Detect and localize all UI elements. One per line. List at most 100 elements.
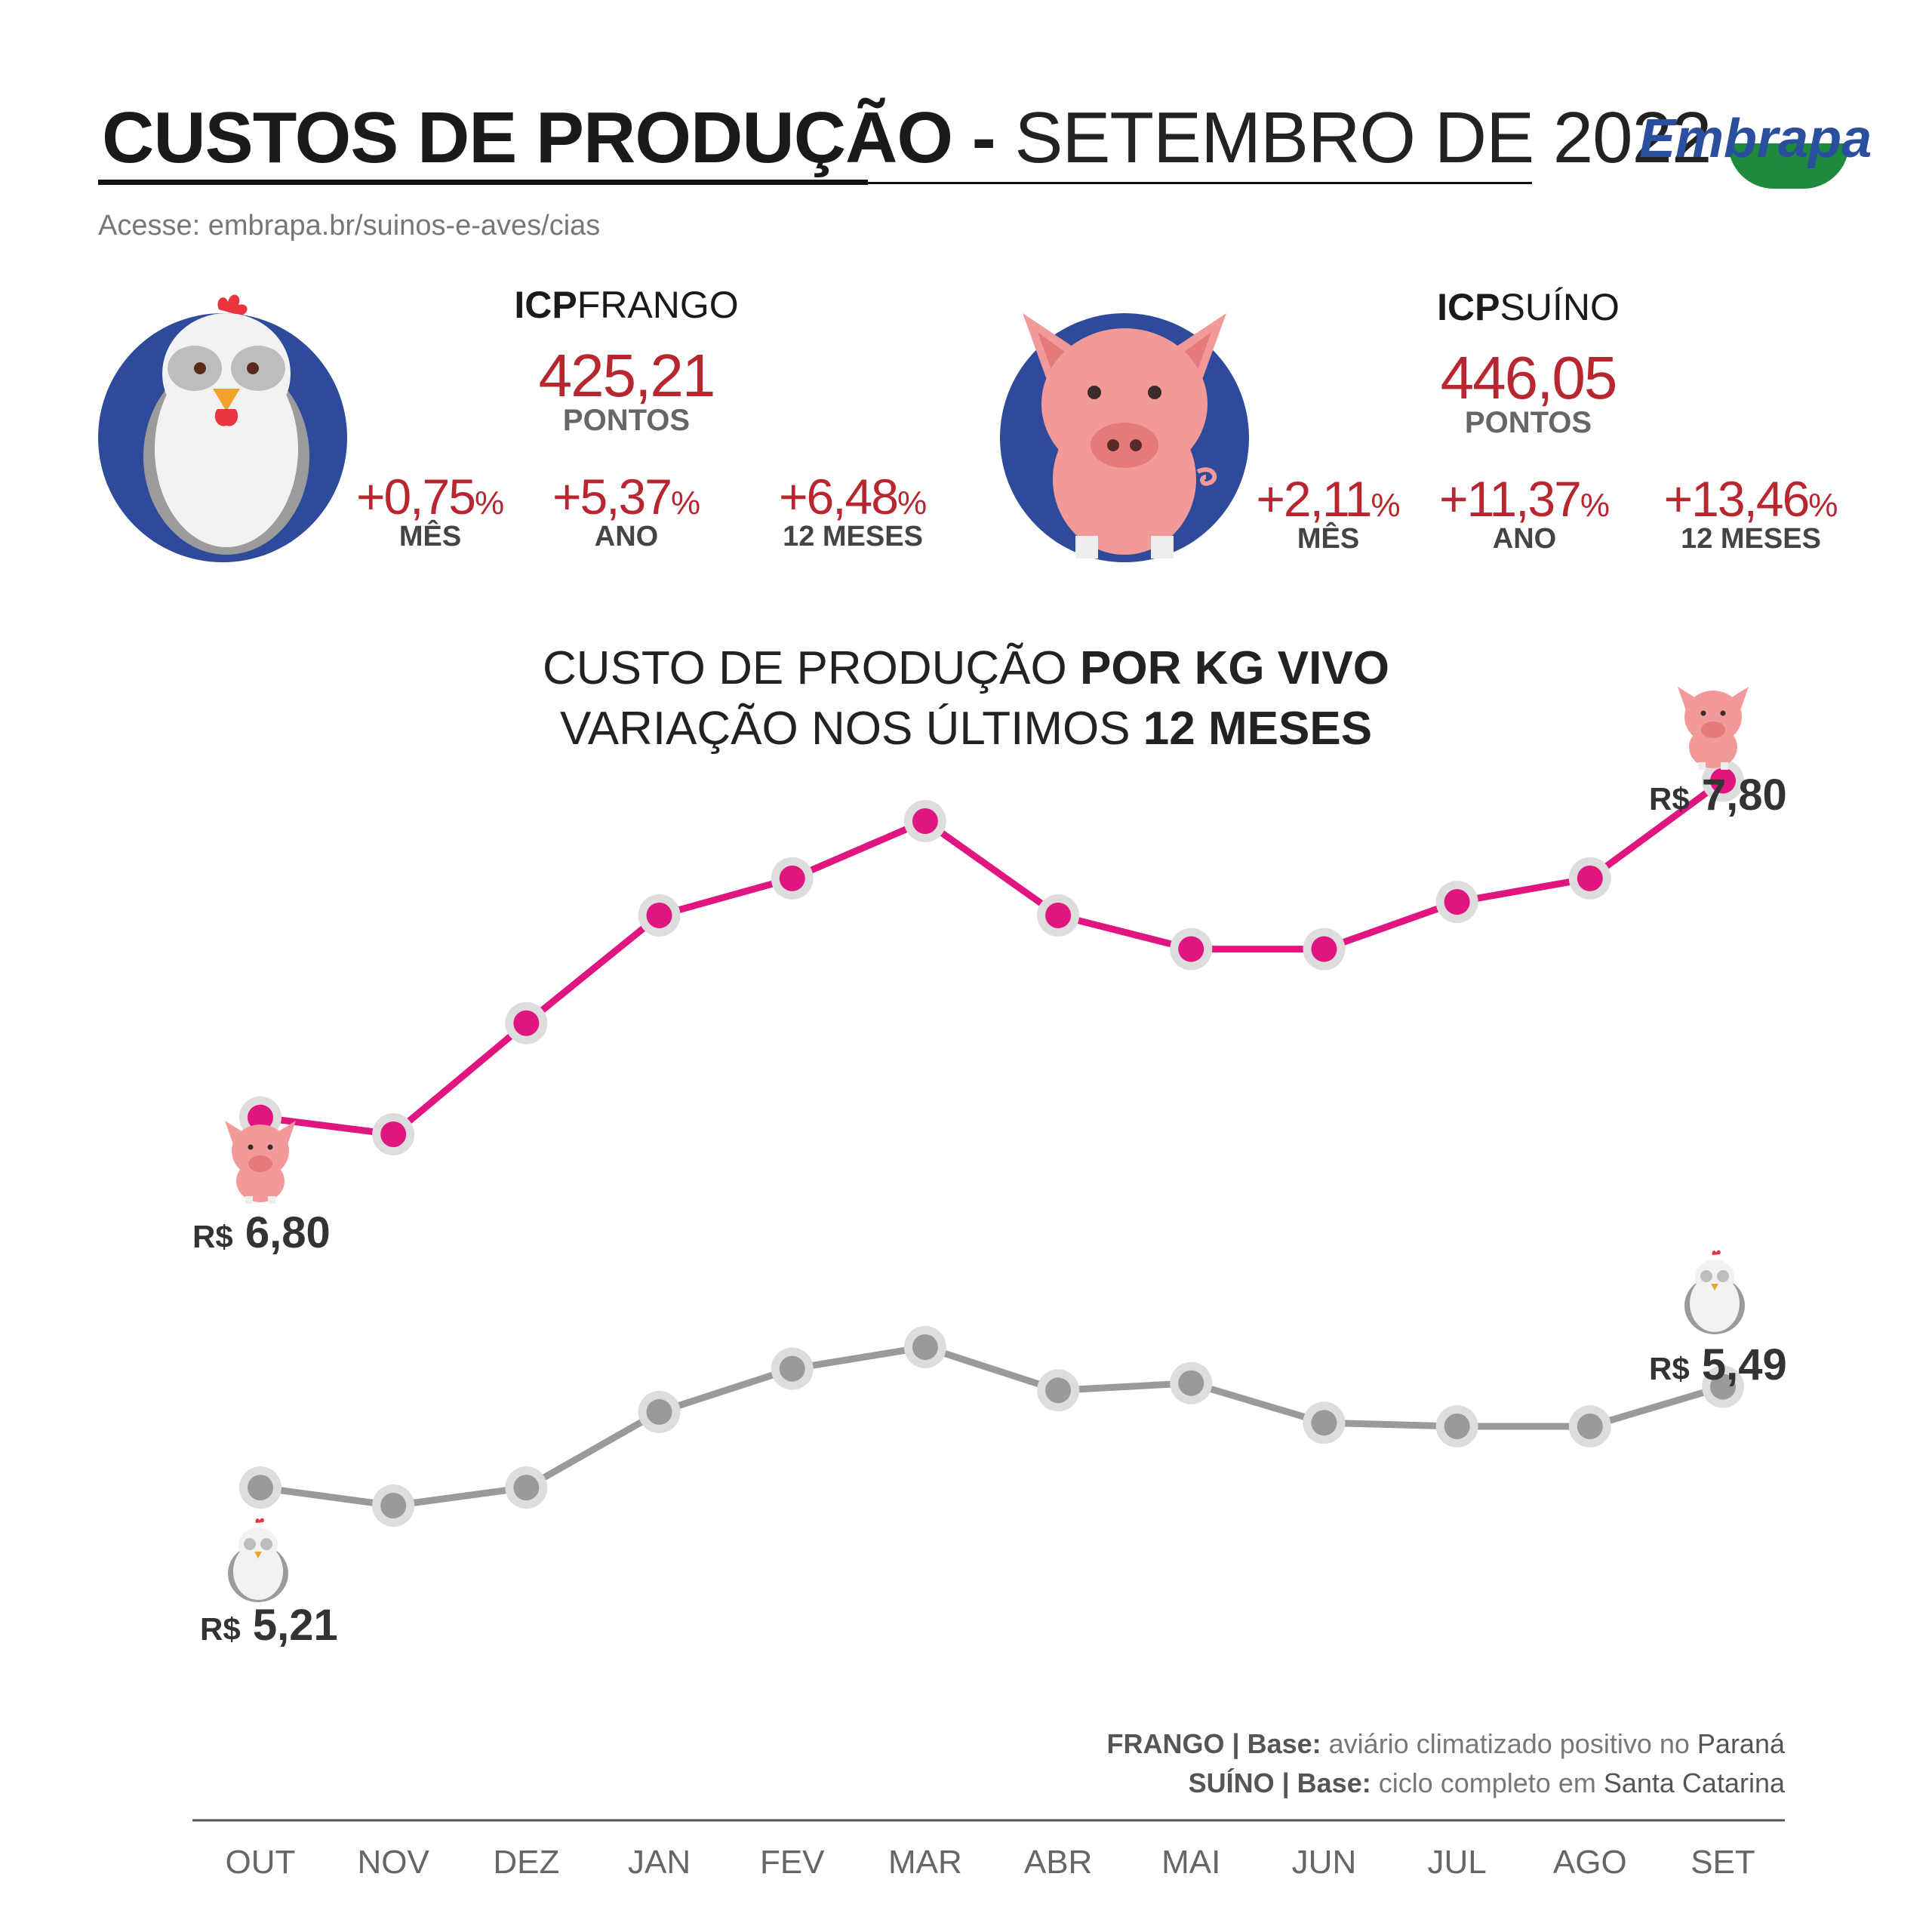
footnote-frango-name: FRANGO | Base:	[1106, 1728, 1321, 1759]
suino-point-jul	[1444, 889, 1470, 915]
suino-stat-12m-number: +13,46	[1663, 471, 1810, 527]
frango-point-nov	[380, 1493, 407, 1518]
suino-stat-12m-pct: %	[1808, 487, 1838, 524]
suino-point-mar	[912, 808, 938, 834]
suino-stat-ano-label: ANO	[1492, 523, 1557, 555]
x-tick-label-abr: ABR	[1024, 1844, 1092, 1881]
frango-stat-ano-number: +5,37	[552, 469, 672, 525]
suino-stat-ano-value: +11,37%	[1430, 470, 1619, 528]
suino-start-currency: R$	[192, 1219, 233, 1254]
suino-point-out	[248, 1104, 273, 1131]
frango-stat-mes-value: +0,75%	[347, 468, 513, 525]
suino-end-currency: R$	[1649, 781, 1690, 817]
frango-start-value: 5,21	[252, 1601, 338, 1650]
icp-frango-label-bold: ICP	[514, 284, 577, 326]
frango-stat-mes-number: +0,75	[355, 469, 476, 525]
small-chicken-icon-end	[1684, 1250, 1745, 1334]
page-title: CUSTOS DE PRODUÇÃO - SETEMBRO DE 2022	[102, 97, 1712, 180]
suino-start-price: R$ 6,80	[192, 1208, 331, 1258]
frango-stat-mes-label: MÊS	[398, 521, 462, 552]
suino-point-jun	[1311, 936, 1337, 962]
x-tick-label-jun: JUN	[1292, 1844, 1357, 1881]
chicken-icon	[98, 294, 347, 562]
frango-point-abr	[1045, 1377, 1072, 1404]
title-bold: CUSTOS DE PRODUÇÃO -	[102, 97, 996, 178]
suino-point-nov	[380, 1121, 407, 1147]
frango-stat-12m-value: +6,48%	[762, 468, 943, 525]
frango-point-set	[1710, 1374, 1736, 1400]
suino-end-value: 7,80	[1701, 771, 1787, 820]
chart-title-line2-bold: 12 MESES	[1143, 703, 1373, 755]
suino-stat-mes-pct: %	[1371, 487, 1401, 524]
logo-text: Embrapa	[1639, 109, 1872, 169]
suino-point-mai	[1178, 936, 1204, 962]
footnote-suino-desc: ciclo completo em	[1378, 1767, 1596, 1798]
suino-stat-mes-label: MÊS	[1297, 523, 1360, 555]
suino-point-ago	[1577, 865, 1603, 891]
suino-end-price: R$ 7,80	[1649, 770, 1787, 820]
frango-start-currency: R$	[200, 1611, 241, 1647]
footnote-frango-desc: aviário climatizado positivo no	[1328, 1728, 1690, 1759]
suino-stat-12m-value: +13,46%	[1645, 470, 1857, 528]
title-light: SETEMBRO DE 2022	[1014, 97, 1712, 178]
suino-stat-ano-pct: %	[1580, 487, 1610, 524]
suino-point-set	[1710, 768, 1736, 794]
frango-start-price: R$ 5,21	[200, 1600, 338, 1651]
x-tick-label-dez: DEZ	[493, 1844, 559, 1881]
suino-point-fev	[779, 865, 805, 891]
footnote-suino-place: Santa Catarina	[1603, 1767, 1785, 1798]
suino-point-jan	[646, 902, 672, 928]
frango-point-mai	[1178, 1370, 1204, 1396]
icp-suino-label-bold: ICP	[1437, 286, 1500, 328]
icp-frango-label-light: FRANGO	[577, 284, 739, 326]
frango-point-mar	[912, 1334, 938, 1360]
icp-frango-unit: PONTOS	[562, 404, 691, 437]
chart-title-line2-light: VARIAÇÃO NOS ÚLTIMOS	[559, 703, 1131, 755]
icp-frango-label: ICPFRANGO	[498, 283, 755, 327]
frango-point-jun	[1311, 1410, 1337, 1436]
icp-suino-label-light: SUÍNO	[1500, 286, 1620, 328]
suino-point-dez	[513, 1010, 540, 1036]
frango-point-fev	[779, 1355, 805, 1382]
footnote-frango: FRANGO | Base: aviário climatizado posit…	[1107, 1728, 1785, 1760]
frango-stat-mes-pct: %	[474, 485, 505, 521]
x-tick-label-nov: NOV	[358, 1844, 430, 1881]
frango-series-line	[257, 1343, 1727, 1509]
x-tick-label-fev: FEV	[760, 1844, 825, 1881]
frango-point-dez	[513, 1475, 540, 1501]
suino-start-value: 6,80	[245, 1208, 331, 1257]
frango-stat-ano-pct: %	[670, 485, 701, 521]
suino-stat-12m-label: 12 MESES	[1681, 523, 1821, 555]
access-link[interactable]: Acesse: embrapa.br/suinos-e-aves/cias	[98, 210, 601, 242]
suino-stat-ano-number: +11,37	[1439, 471, 1582, 527]
footnote-frango-place: Paraná	[1697, 1728, 1785, 1759]
suino-series-line	[257, 777, 1727, 1138]
small-pig-icon-end	[1678, 687, 1749, 770]
frango-end-currency: R$	[1649, 1351, 1690, 1386]
small-chicken-icon-start	[228, 1518, 288, 1602]
frango-point-out	[248, 1475, 273, 1501]
frango-stat-12m-pct: %	[897, 485, 928, 521]
frango-end-value: 5,49	[1701, 1340, 1787, 1389]
icp-suino-label: ICPSUÍNO	[1392, 285, 1664, 329]
footnote-suino-name: SUÍNO | Base:	[1188, 1767, 1371, 1798]
chart-title-line1: CUSTO DE PRODUÇÃO POR KG VIVO	[0, 641, 1932, 695]
frango-stat-ano-value: +5,37%	[543, 468, 709, 525]
x-tick-label-mar: MAR	[888, 1844, 962, 1881]
chart-title-line2: VARIAÇÃO NOS ÚLTIMOS 12 MESES	[0, 702, 1932, 755]
x-tick-label-set: SET	[1690, 1844, 1755, 1881]
x-tick-label-ago: AGO	[1553, 1844, 1627, 1881]
x-tick-label-out: OUT	[226, 1844, 296, 1881]
small-pig-icon-start	[225, 1121, 296, 1204]
x-tick-label-jul: JUL	[1428, 1844, 1487, 1881]
icp-suino-unit: PONTOS	[1464, 406, 1592, 439]
x-tick-label-mai: MAI	[1161, 1844, 1220, 1881]
title-underline	[98, 180, 868, 185]
frango-stat-12m-number: +6,48	[778, 469, 899, 525]
icp-suino-value: 446,05	[1440, 344, 1618, 411]
icp-frango-value: 425,21	[538, 342, 716, 409]
suino-point-abr	[1045, 902, 1072, 928]
suino-stat-mes-value: +2,11%	[1245, 470, 1411, 528]
embrapa-logo: Embrapa	[1639, 97, 1872, 195]
